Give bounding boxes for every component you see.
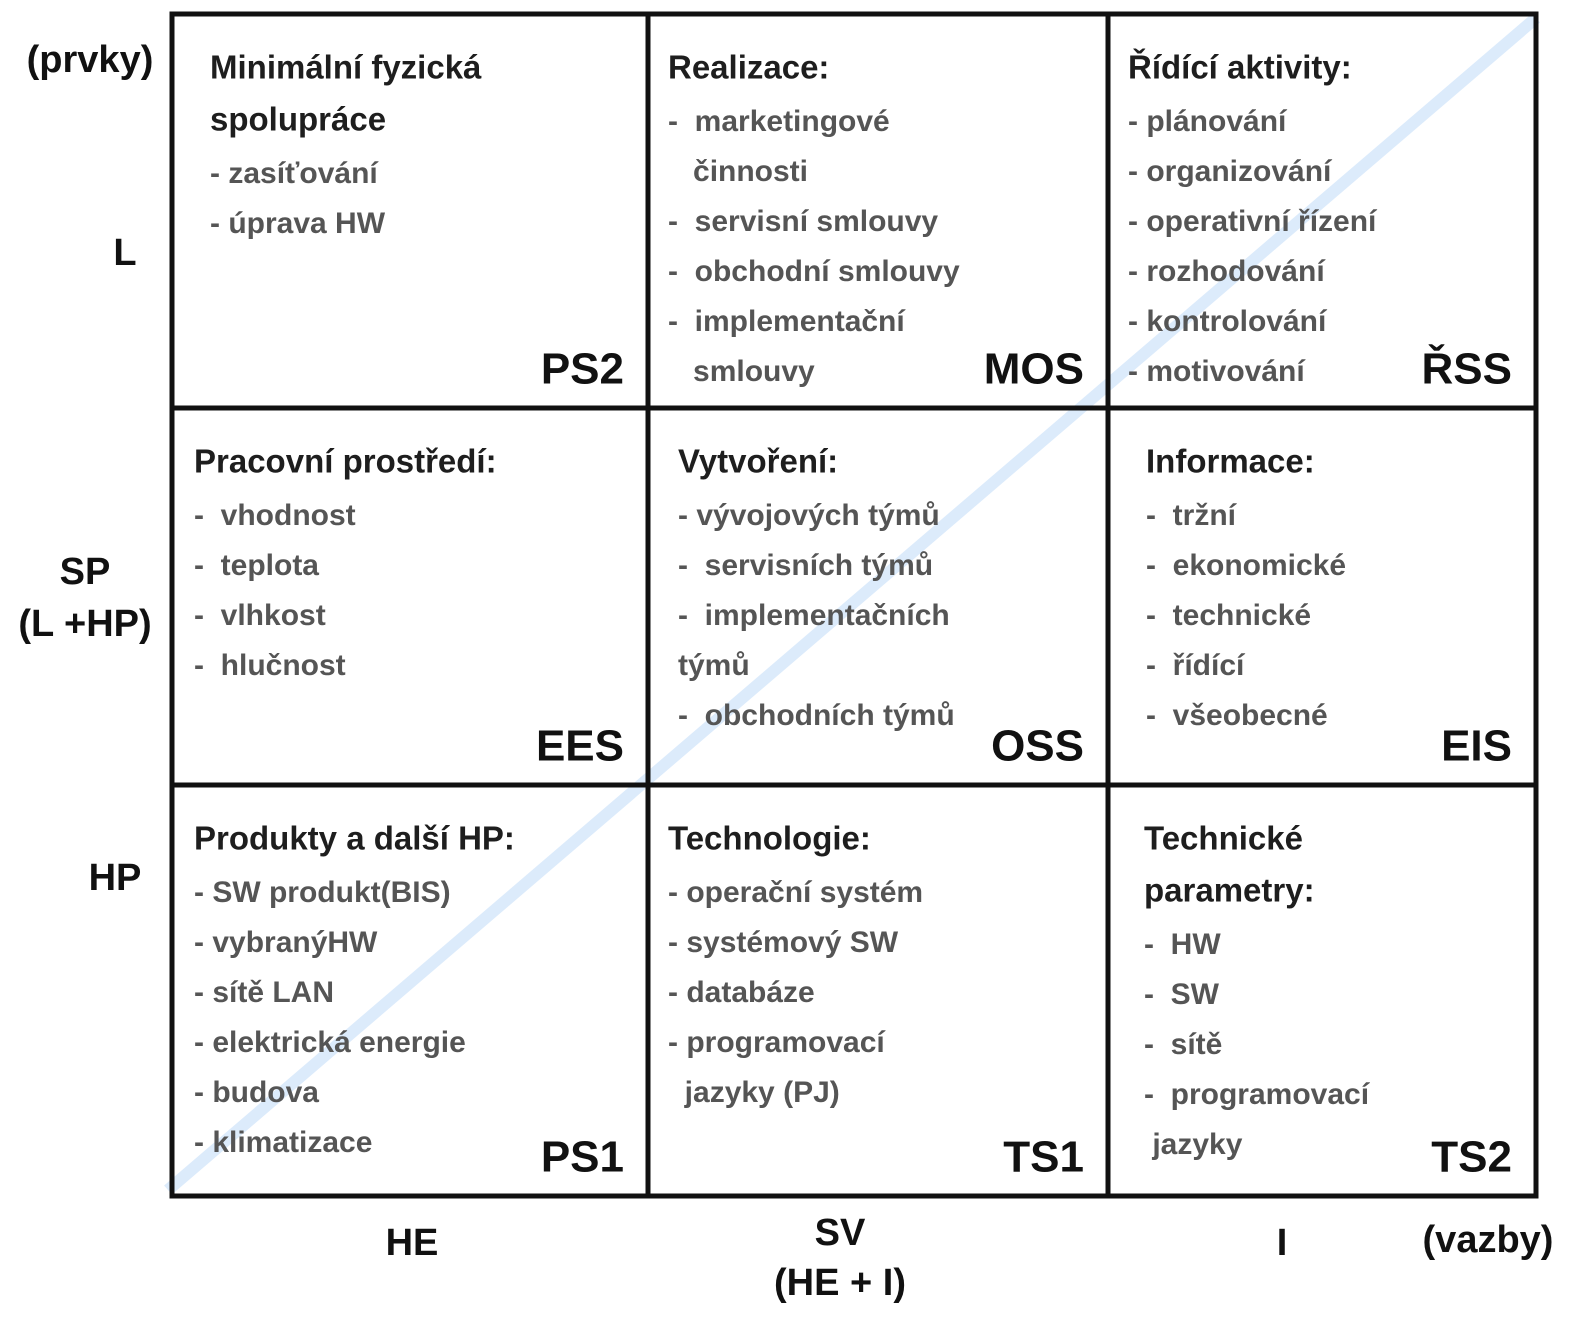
cell-code: EES [536,722,624,771]
cell-item: - všeobecné [1146,699,1328,732]
cell-item: týmů [678,649,750,682]
cell-code: PS2 [541,345,624,394]
cell-item: - plánování [1128,105,1288,138]
cell-item: - databáze [668,976,815,1009]
cell-item: - obchodní smlouvy [668,255,960,288]
cell-title: Technické [1144,820,1303,857]
cell-item: jazyky (PJ) [668,1076,840,1109]
cell-code: PS1 [541,1133,624,1182]
column-label: HE [386,1222,439,1264]
cell-item: - technické [1146,599,1311,632]
cell-item: - vybranýHW [194,926,378,959]
cell-code: EIS [1441,722,1512,771]
cell-title: Minimální fyzická [210,49,482,86]
cell-code: OSS [991,722,1084,771]
cell-code: ŘSS [1422,344,1512,394]
cell-code: TS2 [1431,1133,1512,1182]
cell-title: Realizace: [668,49,829,86]
cell-item: - kontrolování [1128,305,1328,338]
cell-item: - programovací [668,1026,886,1059]
cell-item: činnosti [668,155,808,188]
cell-item: - rozhodování [1128,255,1326,288]
cell-item: - organizování [1128,155,1333,188]
cell-title: spolupráce [210,101,386,138]
cell-item: - klimatizace [194,1126,372,1159]
grid-frame [169,11,1539,1199]
cell-item: smlouvy [668,355,815,388]
cell-item: - programovací [1144,1078,1371,1111]
row-label: HP [89,857,142,899]
cell-item: - řídící [1146,649,1246,682]
cell-item: - servisních týmů [678,549,933,582]
cell-title: Pracovní prostředí: [194,443,497,480]
cell-item: - SW produkt(BIS) [194,876,451,909]
cell-item: - systémový SW [668,926,899,959]
cell-title: Technologie: [668,820,871,857]
cell-item: - vlhkost [194,599,326,632]
cell-item: - teplota [194,549,319,582]
cell-title: Produkty a další HP: [194,820,515,857]
cell-item: - elektrická energie [194,1026,466,1059]
cell-item: - ekonomické [1146,549,1346,582]
cell-item: - vývojových týmů [678,499,940,532]
cell-title: Řídící aktivity: [1128,49,1352,86]
row-label: SP [60,551,111,593]
axis-label: (vazby) [1423,1219,1554,1261]
cell-item: - obchodních týmů [678,699,955,732]
cell-title: Vytvoření: [678,443,838,480]
cell-item: - sítě LAN [194,976,334,1009]
cell-item: - servisní smlouvy [668,205,938,238]
column-label: I [1277,1222,1288,1264]
cell-item: jazyky [1144,1128,1243,1161]
cell-item: - implementačních [678,599,950,632]
cell-item: - hlučnost [194,649,346,682]
row-label: L [113,232,136,274]
cell-code: TS1 [1003,1133,1084,1182]
cell-item: - motivování [1128,355,1306,388]
cell-code: MOS [984,345,1084,394]
cell-item: - budova [194,1076,319,1109]
diagonal [164,13,1540,1195]
cell-title: parametry: [1144,872,1315,909]
cell-item: - marketingové [668,105,890,138]
cell-item: - zasíťování [210,157,379,190]
grid [169,11,1539,1199]
cell-item: - HW [1144,928,1221,961]
cell-item: - úprava HW [210,207,386,240]
column-label: SV [815,1212,866,1254]
cell-item: - SW [1144,978,1220,1011]
axis-label: (prvky) [27,39,154,81]
cell-item: - implementační [668,305,906,338]
cell-item: - operativní řízení [1128,205,1378,238]
cell-item: - sítě [1144,1028,1222,1061]
column-label: (HE + I) [774,1262,906,1304]
cell-title: Informace: [1146,443,1315,480]
row-label: (L +HP) [18,603,151,645]
cell-item: - tržní [1146,499,1238,532]
cell-item: - vhodnost [194,499,356,532]
cell-item: - operační systém [668,876,923,909]
